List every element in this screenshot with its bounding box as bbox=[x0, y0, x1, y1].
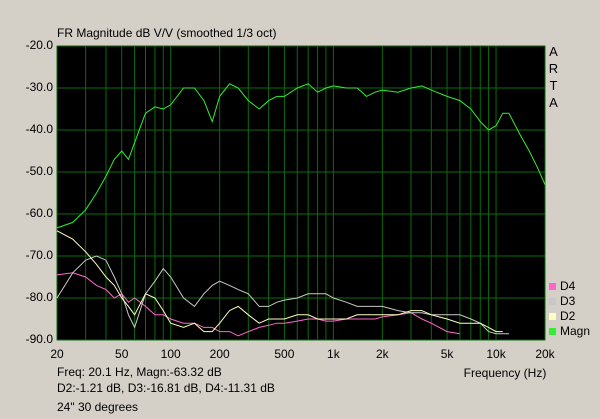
series-line bbox=[56, 272, 461, 337]
y-tick-label: -40.0 bbox=[26, 122, 54, 136]
y-tick-label: -60.0 bbox=[26, 206, 54, 220]
y-tick-label: -20.0 bbox=[26, 38, 54, 52]
legend-label: Magn bbox=[560, 324, 590, 338]
series-line bbox=[56, 230, 503, 333]
x-tick-label: 500 bbox=[274, 347, 294, 361]
x-tick-label: 20k bbox=[535, 347, 555, 361]
y-tick-label: -30.0 bbox=[26, 80, 54, 94]
x-tick-label: 1k bbox=[327, 347, 341, 361]
watermark: ARTA bbox=[546, 44, 561, 112]
info-line: 24" 30 degrees bbox=[57, 400, 138, 414]
legend-label: D2 bbox=[560, 309, 576, 323]
y-tick-label: -50.0 bbox=[26, 164, 54, 178]
x-tick-label: 100 bbox=[161, 347, 181, 361]
legend-swatch bbox=[549, 283, 556, 290]
x-tick-label: 200 bbox=[210, 347, 230, 361]
x-tick-label: 50 bbox=[115, 347, 129, 361]
y-tick-label: -90.0 bbox=[26, 332, 54, 346]
x-axis-label: Frequency (Hz) bbox=[464, 366, 547, 380]
plot-area bbox=[56, 45, 546, 341]
series-line bbox=[56, 255, 509, 335]
info-line: D2:-1.21 dB, D3:-16.81 dB, D4:-11.31 dB bbox=[57, 381, 275, 395]
x-tick-label: 20 bbox=[50, 347, 64, 361]
y-tick-label: -70.0 bbox=[26, 248, 54, 262]
x-tick-label: 2k bbox=[376, 347, 390, 361]
x-tick-label: 5k bbox=[441, 347, 455, 361]
y-tick-label: -80.0 bbox=[26, 290, 54, 304]
series-line bbox=[56, 83, 546, 229]
info-line: Freq: 20.1 Hz, Magn:-63.32 dB bbox=[57, 365, 222, 379]
x-tick-label: 10k bbox=[486, 347, 506, 361]
legend-swatch bbox=[549, 328, 556, 335]
legend-swatch bbox=[549, 298, 556, 305]
chart-title: FR Magnitude dB V/V (smoothed 1/3 oct) bbox=[57, 26, 276, 40]
legend-swatch bbox=[549, 313, 556, 320]
legend-label: D3 bbox=[560, 294, 576, 308]
legend-label: D4 bbox=[560, 279, 576, 293]
